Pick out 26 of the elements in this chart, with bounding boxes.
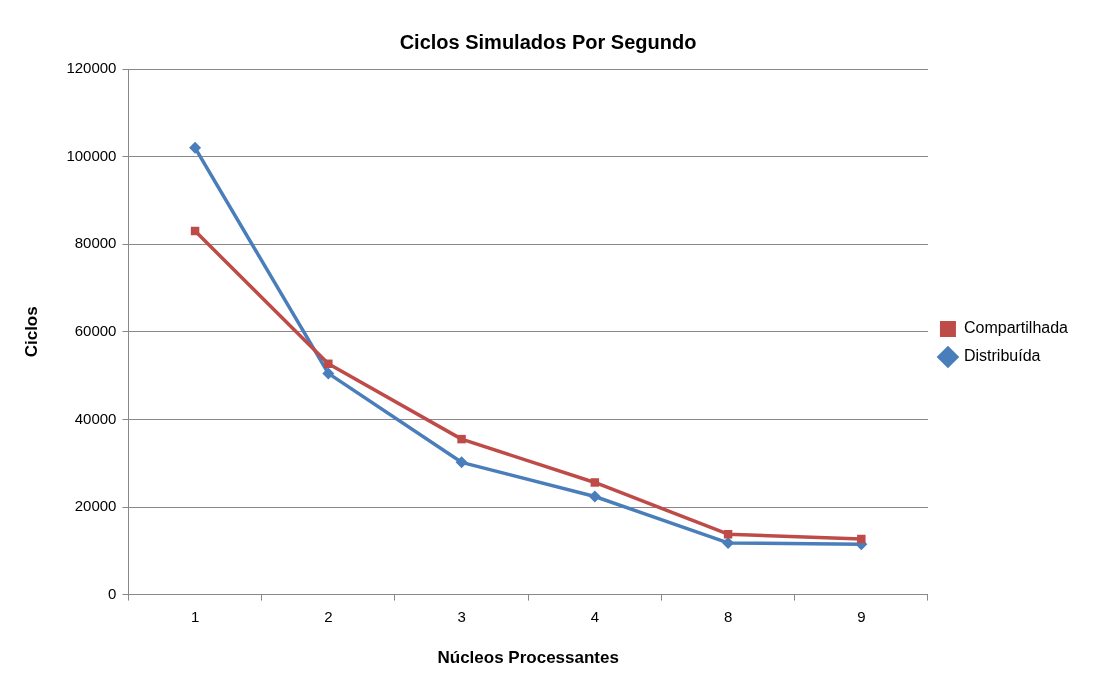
x-tick-label: 4 [590, 607, 599, 625]
point [457, 434, 466, 444]
x-tick-label: 2 [324, 607, 333, 625]
chart-title: Ciclos Simulados Por Segundo [399, 30, 697, 53]
x-tick-label: 9 [857, 607, 866, 625]
point [455, 456, 468, 469]
y-tick-label: 40000 [74, 409, 117, 427]
point [189, 141, 202, 154]
y-tick-label: 0 [108, 584, 117, 602]
y-tick-label: 120000 [66, 59, 117, 77]
y-tick-label: 80000 [74, 234, 117, 252]
point [588, 490, 601, 503]
x-tick-label: 1 [190, 607, 200, 625]
point [590, 478, 600, 487]
y-tick-label: 60000 [74, 321, 117, 339]
x-tick-label: 8 [723, 607, 733, 625]
point [324, 359, 333, 369]
legend-label: Distribuída [963, 347, 1041, 365]
point [857, 534, 866, 544]
y-tick-label: 100000 [66, 146, 117, 164]
point [322, 367, 335, 380]
legend-label: Compartilhada [963, 319, 1069, 337]
x-tick-label: 3 [457, 607, 466, 625]
y-axis-title: Ciclos [21, 306, 41, 358]
x-axis-title: Núcleos Processantes [437, 648, 619, 668]
y-tick-label: 20000 [74, 497, 117, 515]
